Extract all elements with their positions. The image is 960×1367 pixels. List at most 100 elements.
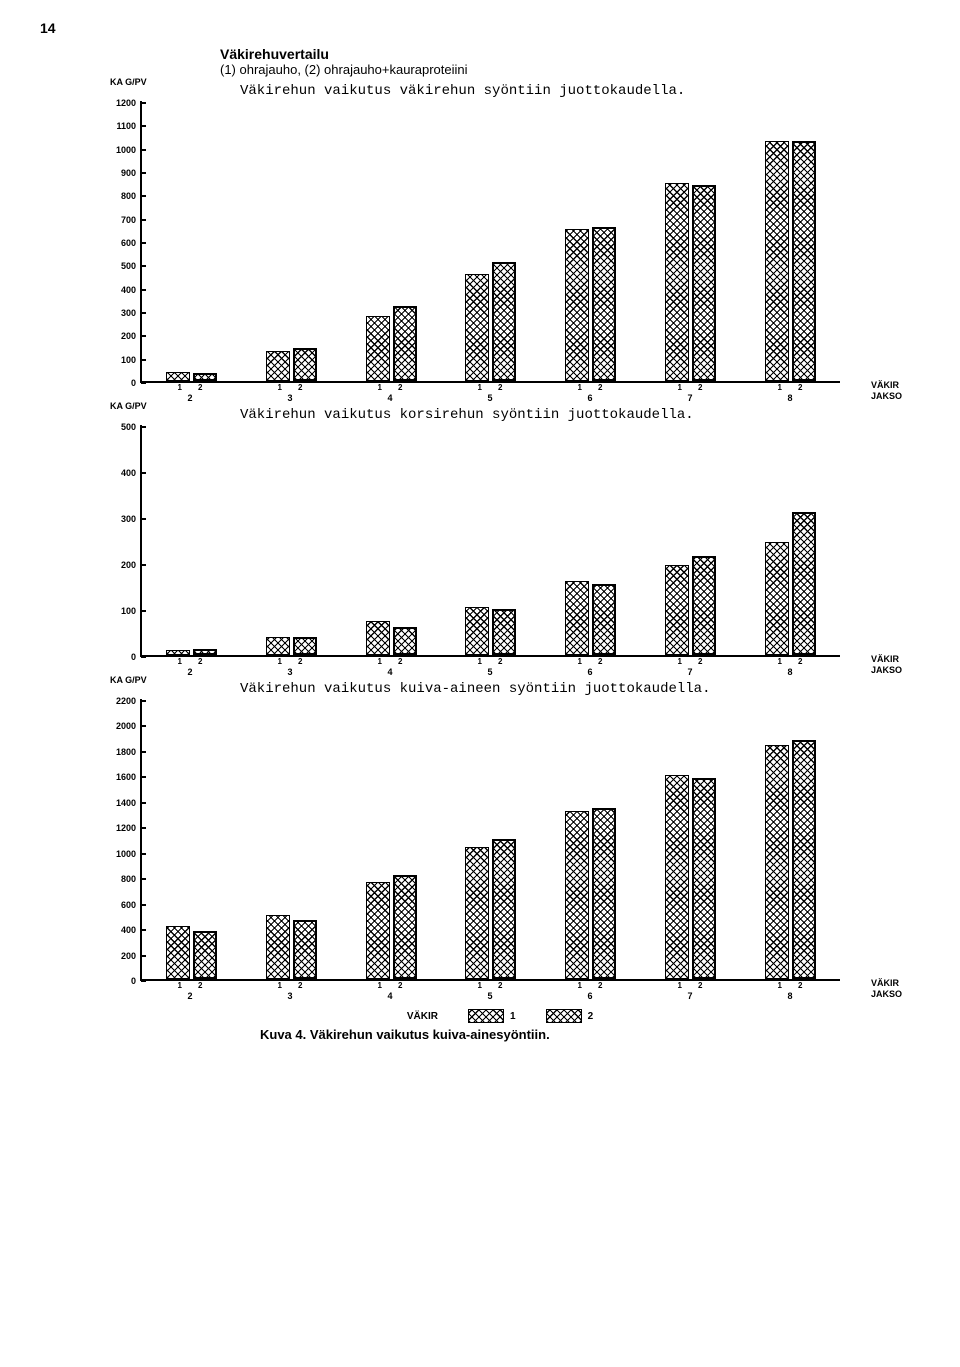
jakso-label: 5 <box>487 393 492 403</box>
bar-group <box>565 808 616 979</box>
right-label-vakir: VÄKIR <box>871 380 902 392</box>
x-group-label-pair: 12 <box>178 981 203 990</box>
jakso-label: 2 <box>187 991 192 1001</box>
x-group-label-pair: 12 <box>378 981 403 990</box>
x-group-label-pair: 12 <box>178 383 203 392</box>
x-bar-label: 2 <box>198 981 202 990</box>
bar-series-2 <box>393 875 417 979</box>
right-label-vakir: VÄKIR <box>871 654 902 666</box>
bar-series-1 <box>166 372 190 381</box>
x-bar-label: 2 <box>698 657 702 666</box>
x-group-label-pair: 12 <box>178 657 203 666</box>
bar-group <box>166 926 217 979</box>
bar-group <box>565 581 616 655</box>
page-number: 14 <box>40 20 920 36</box>
plot-area <box>140 699 840 981</box>
bar-group <box>765 740 816 979</box>
x-bar-label: 2 <box>798 981 802 990</box>
bars <box>142 699 840 979</box>
legend-title: VÄKIR <box>407 1011 438 1022</box>
bar-series-1 <box>765 542 789 655</box>
x-group-label-pair: 12 <box>478 981 503 990</box>
legend-item-1: 1 <box>468 1009 516 1023</box>
jakso-label: 6 <box>587 667 592 677</box>
bar-series-2 <box>592 808 616 979</box>
x-axis-bar-labels: 12121212121212 <box>140 383 840 392</box>
x-bar-label: 2 <box>698 981 702 990</box>
axis-right-labels: VÄKIRJAKSO <box>871 978 902 1001</box>
x-bar-label: 1 <box>378 383 382 392</box>
x-bar-label: 2 <box>698 383 702 392</box>
main-title: Väkirehuvertailu <box>220 46 920 62</box>
x-axis-bar-labels: 12121212121212 <box>140 657 840 666</box>
chart-3: KA G/PVVäkirehun vaikutus kuiva-aineen s… <box>40 681 920 1001</box>
bar-series-2 <box>393 627 417 655</box>
bar-group <box>765 512 816 655</box>
x-bar-label: 1 <box>178 981 182 990</box>
x-bar-label: 1 <box>678 383 682 392</box>
bar-group <box>665 556 716 655</box>
jakso-label: 7 <box>687 667 692 677</box>
legend-item-2: 2 <box>546 1009 594 1023</box>
x-bar-label: 1 <box>178 383 182 392</box>
bar-series-2 <box>492 262 516 381</box>
bar-series-1 <box>765 745 789 979</box>
jakso-label: 8 <box>787 667 792 677</box>
y-axis: 1200110010009008007006005004003002001000 <box>40 103 140 383</box>
jakso-label: 8 <box>787 991 792 1001</box>
x-bar-label: 2 <box>798 657 802 666</box>
right-label-jakso: JAKSO <box>871 665 902 677</box>
y-axis-unit: KA G/PV <box>110 401 147 411</box>
bar-series-1 <box>266 915 290 979</box>
bar-series-2 <box>492 609 516 655</box>
plot-area <box>140 425 840 657</box>
x-bar-label: 1 <box>778 383 782 392</box>
x-group-label-pair: 12 <box>278 981 303 990</box>
bar-series-2 <box>492 839 516 979</box>
right-label-jakso: JAKSO <box>871 391 902 403</box>
x-bar-label: 2 <box>598 657 602 666</box>
x-bar-label: 1 <box>778 657 782 666</box>
bar-series-1 <box>166 650 190 655</box>
x-group-label-pair: 12 <box>378 383 403 392</box>
bar-group <box>366 875 417 979</box>
x-axis-jakso: 2345678 <box>140 667 840 677</box>
y-axis-unit: KA G/PV <box>110 675 147 685</box>
bar-series-1 <box>166 926 190 979</box>
x-group-label-pair: 12 <box>678 383 703 392</box>
x-bar-label: 2 <box>498 383 502 392</box>
figure-caption: Kuva 4. Väkirehun vaikutus kuiva-ainesyö… <box>260 1027 920 1042</box>
bar-group <box>465 262 516 381</box>
bars <box>142 425 840 655</box>
x-bar-label: 2 <box>498 981 502 990</box>
bar-group <box>266 637 317 655</box>
x-group-label-pair: 12 <box>678 657 703 666</box>
bar-series-2 <box>293 920 317 979</box>
x-group-label-pair: 12 <box>678 981 703 990</box>
bar-group <box>366 621 417 656</box>
bar-series-2 <box>193 649 217 655</box>
x-bar-label: 2 <box>398 383 402 392</box>
bar-series-1 <box>465 607 489 655</box>
x-group-label-pair: 12 <box>778 657 803 666</box>
x-group-label-pair: 12 <box>378 657 403 666</box>
bar-group <box>465 839 516 979</box>
x-group-label-pair: 12 <box>578 383 603 392</box>
jakso-label: 6 <box>587 991 592 1001</box>
jakso-label: 4 <box>387 991 392 1001</box>
x-axis-jakso: 2345678 <box>140 991 840 1001</box>
bar-series-2 <box>792 141 816 381</box>
bar-series-1 <box>565 581 589 655</box>
bars <box>142 101 840 381</box>
x-bar-label: 2 <box>298 657 302 666</box>
bar-series-2 <box>592 227 616 381</box>
legend-swatch-2 <box>546 1009 582 1023</box>
x-bar-label: 1 <box>378 981 382 990</box>
jakso-label: 4 <box>387 667 392 677</box>
x-group-label-pair: 12 <box>578 657 603 666</box>
header: Väkirehuvertailu (1) ohrajauho, (2) ohra… <box>220 46 920 77</box>
legend-label-1: 1 <box>510 1011 516 1022</box>
bar-series-2 <box>293 348 317 381</box>
x-bar-label: 1 <box>678 981 682 990</box>
x-bar-label: 2 <box>298 981 302 990</box>
